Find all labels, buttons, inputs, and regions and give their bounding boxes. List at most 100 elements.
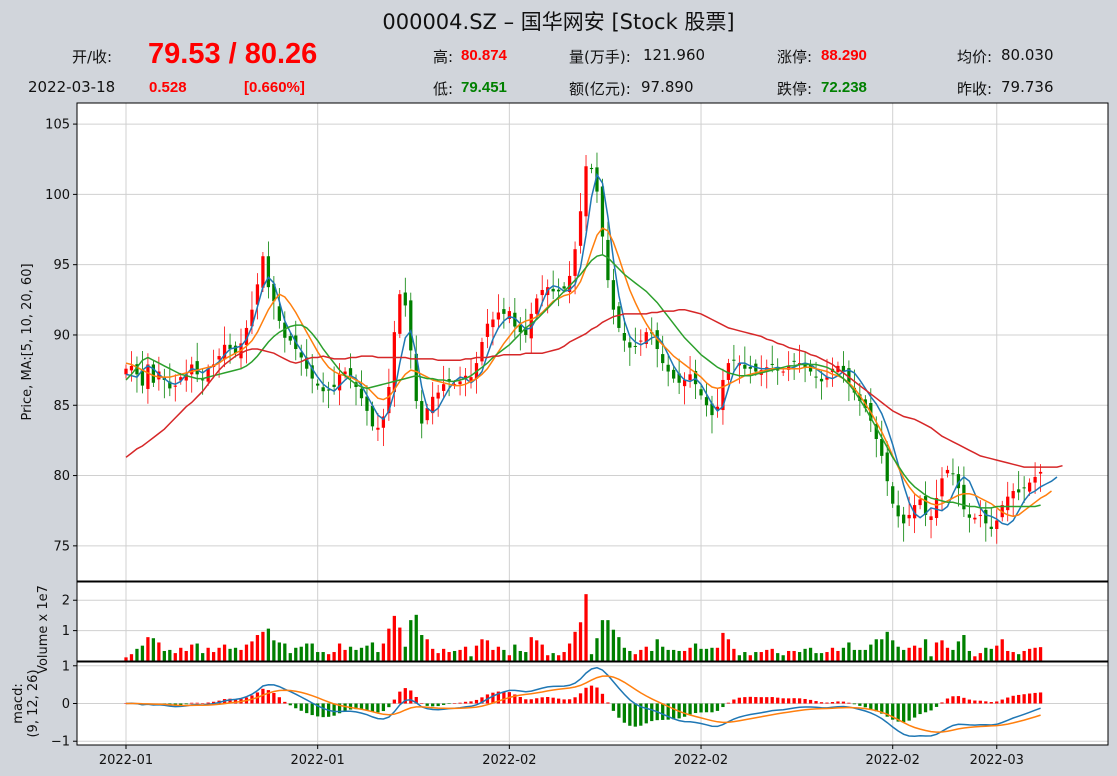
price-tick-label: 80 xyxy=(53,469,70,484)
candle-body xyxy=(885,452,889,482)
macd-bar xyxy=(540,697,544,704)
candle-body xyxy=(912,505,917,519)
volume-bar xyxy=(365,645,369,661)
volume-bar xyxy=(206,647,210,661)
volume-bar xyxy=(715,647,720,661)
macd-bar xyxy=(978,700,982,704)
volume-bar xyxy=(1011,652,1015,661)
price-change: 0.528 xyxy=(149,79,187,96)
volume-label: 量(万手): xyxy=(569,48,631,66)
candle-body xyxy=(874,424,878,440)
candle-body xyxy=(567,275,572,292)
candle-body xyxy=(535,298,539,314)
macd-bar xyxy=(923,703,928,713)
candle-body xyxy=(787,365,791,370)
volume-bar xyxy=(129,654,134,661)
candle-body xyxy=(573,249,577,276)
candle-body xyxy=(288,336,292,341)
candle-body xyxy=(206,368,210,382)
candle-body xyxy=(409,300,413,351)
candle-body xyxy=(255,284,260,305)
candle-body xyxy=(513,312,517,327)
macd-bar xyxy=(797,698,802,704)
candle-body xyxy=(343,371,347,375)
candle-body xyxy=(934,498,939,519)
candle-body xyxy=(951,473,955,475)
volume-bar xyxy=(600,620,605,661)
candle-body xyxy=(973,517,977,520)
volume-bar xyxy=(261,631,265,661)
macd-bar xyxy=(496,691,501,704)
volume-bar xyxy=(201,653,205,661)
candle-body xyxy=(518,324,522,333)
volume-bar xyxy=(179,647,183,661)
ma60-line xyxy=(125,308,1063,468)
macd-bar xyxy=(502,691,506,704)
macd-bar xyxy=(781,698,785,704)
candle-body xyxy=(880,439,884,456)
macd-bar xyxy=(617,703,621,718)
candle-body xyxy=(989,526,993,529)
volume-bar xyxy=(644,646,648,661)
candle-body xyxy=(524,327,528,335)
volume-bar xyxy=(518,650,522,661)
volume-bar xyxy=(359,647,364,661)
candle-body xyxy=(316,383,320,386)
candle-body xyxy=(129,365,134,371)
candle-body xyxy=(978,514,982,517)
volume-bar xyxy=(1006,650,1010,661)
macd-bar xyxy=(606,702,610,704)
candle-body xyxy=(611,280,616,310)
macd-bar xyxy=(458,702,462,704)
candle-body xyxy=(321,387,325,392)
macd-bar xyxy=(989,702,993,704)
volume-bar xyxy=(951,649,955,661)
macd-tick-label: 0 xyxy=(62,697,70,712)
candle-body xyxy=(776,369,780,371)
macd-bar xyxy=(956,696,961,704)
limit-up-label: 涨停: xyxy=(777,48,813,66)
macd-bar xyxy=(737,697,741,704)
macd-bar xyxy=(759,697,763,704)
volume-bar xyxy=(902,649,906,661)
macd-bar xyxy=(951,696,955,704)
volume-bar xyxy=(557,655,561,661)
panel-border xyxy=(76,581,1109,662)
candle-body xyxy=(929,516,933,520)
ma5-line xyxy=(125,172,1058,526)
macd-bar xyxy=(277,697,281,704)
macd-bar xyxy=(1038,692,1043,704)
limit-up-value: 88.290 xyxy=(821,47,867,64)
volume-bar xyxy=(726,639,731,661)
candle-body xyxy=(600,186,605,237)
macd-bar xyxy=(825,702,829,704)
macd-bar xyxy=(573,697,577,704)
candle-body xyxy=(261,256,265,288)
macd-bar xyxy=(447,703,451,704)
candle-body xyxy=(502,309,506,314)
volume-bar xyxy=(217,647,221,661)
candle-body xyxy=(825,377,829,380)
amount-label: 额(亿元): xyxy=(569,80,631,98)
candle-body xyxy=(644,332,648,344)
macd-bar xyxy=(589,685,594,704)
candle-body xyxy=(228,344,232,350)
candle-body xyxy=(847,368,851,383)
volume-bar xyxy=(162,650,166,661)
volume-bar xyxy=(852,649,857,661)
volume-bar xyxy=(978,653,982,661)
candle-body xyxy=(792,360,796,362)
candle-body xyxy=(414,353,418,402)
candle-body xyxy=(710,403,714,416)
macd-bar xyxy=(403,688,407,704)
volume-bar xyxy=(732,648,736,661)
panel-border xyxy=(76,102,1109,582)
volume-bar xyxy=(255,635,260,661)
volume-bar xyxy=(425,639,429,661)
macd-bar xyxy=(211,701,216,704)
candle-body xyxy=(622,333,626,341)
candle-body xyxy=(359,388,364,399)
candle-body xyxy=(781,371,785,373)
volume-bar xyxy=(354,649,358,661)
